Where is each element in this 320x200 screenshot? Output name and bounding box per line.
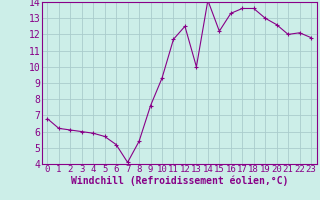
X-axis label: Windchill (Refroidissement éolien,°C): Windchill (Refroidissement éolien,°C) (70, 175, 288, 186)
